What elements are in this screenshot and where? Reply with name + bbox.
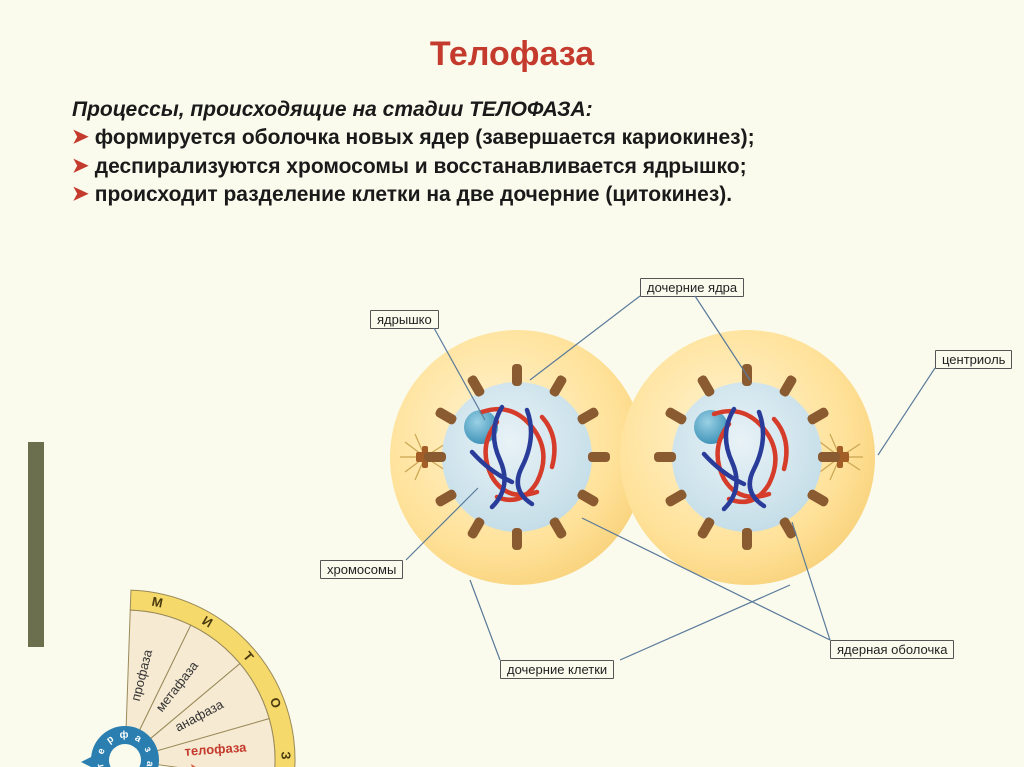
envelope-segment	[588, 452, 610, 462]
fan-svg: профазаметафазаанафазателофазаМИТОЗинтер…	[50, 570, 300, 767]
label-centriole: центриоль	[935, 350, 1012, 369]
daughter-cell-left	[390, 330, 645, 585]
label-daughter-cells: дочерние клетки	[500, 660, 614, 679]
bullet-text: деспирализуются хромосомы и восстанавлив…	[95, 153, 747, 181]
chromatin-right	[672, 382, 822, 532]
label-daughter-nuclei: дочерние ядра	[640, 278, 744, 297]
label-nuclear-envelope: ядерная оболочка	[830, 640, 954, 659]
telophase-cells	[390, 330, 920, 590]
bullet-item: ➤формируется оболочка новых ядер (заверш…	[72, 124, 952, 152]
label-nucleolus: ядрышко	[370, 310, 439, 329]
daughter-cell-right	[620, 330, 875, 585]
bullet-item: ➤деспирализуются хромосомы и восстанавли…	[72, 153, 952, 181]
envelope-segment	[512, 364, 522, 386]
svg-text:З: З	[278, 751, 293, 760]
nucleus-left	[442, 382, 592, 532]
label-chromosomes: хромосомы	[320, 560, 403, 579]
chevron-right-icon: ➤	[72, 124, 89, 151]
envelope-segment	[512, 528, 522, 550]
chromatin-left	[442, 382, 592, 532]
envelope-segment	[742, 364, 752, 386]
diagram-area: профазаметафазаанафазателофазаМИТОЗинтер…	[0, 270, 1024, 710]
svg-text:ф: ф	[119, 728, 128, 740]
mitosis-fan-diagram: профазаметафазаанафазателофазаМИТОЗинтер…	[50, 570, 300, 767]
envelope-segment	[654, 452, 676, 462]
envelope-segment	[424, 452, 446, 462]
chevron-right-icon: ➤	[72, 153, 89, 180]
intro-block: Процессы, происходящие на стадии ТЕЛОФАЗ…	[72, 96, 952, 209]
intro-lead: Процессы, происходящие на стадии ТЕЛОФАЗ…	[72, 96, 952, 124]
envelope-segment	[818, 452, 840, 462]
envelope-segment	[742, 528, 752, 550]
nucleus-right	[672, 382, 822, 532]
bullet-text: формируется оболочка новых ядер (заверша…	[95, 124, 755, 152]
svg-text:а: а	[144, 760, 156, 767]
bullet-text: происходит разделение клетки на две доче…	[95, 181, 732, 209]
page-title: Телофаза	[0, 35, 1024, 74]
bullet-item: ➤происходит разделение клетки на две доч…	[72, 181, 952, 209]
chevron-right-icon: ➤	[72, 181, 89, 208]
